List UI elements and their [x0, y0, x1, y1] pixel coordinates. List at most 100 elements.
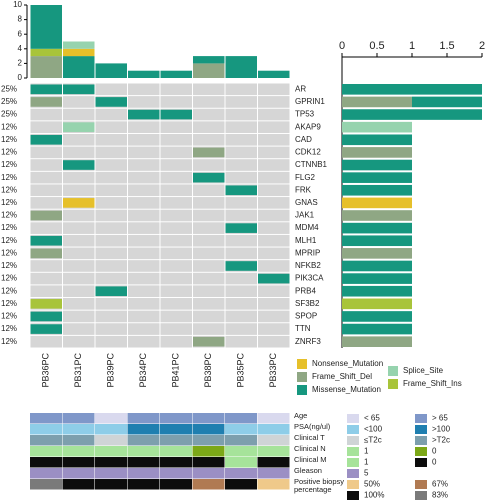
sample-bar-segment — [225, 56, 257, 78]
cell-background — [30, 272, 62, 285]
cell-background — [63, 335, 95, 348]
cell-background — [258, 146, 290, 159]
cell-background — [225, 298, 257, 310]
cell-background — [30, 121, 62, 133]
cell-background — [95, 234, 127, 247]
cell-background — [258, 260, 290, 272]
cell-background — [258, 285, 290, 298]
cell-background — [193, 260, 225, 272]
clinical-legend-label: > 65 — [432, 414, 448, 423]
gene-label: MPRIP — [295, 248, 320, 257]
frequency-label: 12% — [1, 312, 17, 321]
clinical-cell — [62, 435, 95, 446]
clinical-legend-swatch — [415, 436, 427, 445]
clinical-cell — [62, 479, 95, 490]
cell-background — [160, 298, 192, 310]
cell-background — [128, 260, 160, 272]
clinical-cell — [257, 468, 290, 479]
gene-bar-segment — [342, 109, 482, 120]
cell-background — [63, 285, 95, 298]
cell-background — [193, 272, 225, 285]
gene-label: GNAS — [295, 198, 318, 207]
cell-background — [128, 121, 160, 133]
cell-background — [95, 298, 127, 310]
cell-background — [95, 260, 127, 272]
frequency-label: 25% — [1, 84, 17, 93]
gene-label: MDM4 — [295, 223, 319, 232]
cell-background — [160, 197, 192, 209]
legend-label: Nonsense_Mutation — [312, 359, 383, 368]
clinical-cell — [30, 435, 62, 446]
mutation-cell — [193, 147, 225, 158]
cell-background — [30, 222, 62, 234]
cell-background — [258, 247, 290, 260]
y-tick-label: 6 — [18, 29, 23, 38]
cell-background — [160, 323, 192, 335]
sample-label: PB41PC — [171, 353, 181, 388]
clinical-cell — [62, 413, 95, 424]
cell-background — [95, 83, 127, 96]
clinical-cell — [160, 424, 192, 435]
mutation-cell — [95, 286, 127, 297]
cell-background — [193, 184, 225, 197]
clinical-cell — [62, 468, 95, 479]
cell-background — [225, 121, 257, 133]
clinical-legend-swatch — [347, 425, 359, 434]
clinical-legend-label: 67% — [432, 480, 448, 489]
x-tick-label: 0.5 — [369, 40, 384, 52]
gene-label: AR — [295, 84, 306, 93]
cell-background — [160, 184, 192, 197]
cell-background — [30, 108, 62, 121]
cell-background — [160, 234, 192, 247]
clinical-legend-label: ≤T2c — [364, 436, 382, 445]
track-label: Clinical T — [294, 434, 325, 442]
sample-bar-segment — [193, 63, 225, 78]
y-tick-label: 10 — [13, 0, 22, 9]
clinical-cell — [225, 424, 257, 435]
cell-background — [63, 133, 95, 146]
cell-background — [193, 298, 225, 310]
clinical-cell — [95, 479, 127, 490]
clinical-cell — [127, 446, 160, 457]
clinical-legend-swatch — [347, 458, 359, 467]
cell-background — [63, 234, 95, 247]
clinical-cell — [127, 457, 160, 468]
clinical-cell — [30, 457, 62, 468]
clinical-cell — [95, 446, 127, 457]
legend-swatch — [297, 372, 307, 382]
cell-background — [128, 209, 160, 222]
gene-label: ZNRF3 — [295, 337, 321, 346]
sample-bar-segment — [258, 70, 290, 78]
x-tick-label: 1.5 — [439, 40, 454, 52]
clinical-legend-label: >T2c — [432, 436, 450, 445]
cell-background — [258, 310, 290, 323]
cell-background — [128, 133, 160, 146]
clinical-cell — [192, 424, 225, 435]
cell-background — [128, 83, 160, 96]
clinical-legend-swatch — [347, 480, 359, 489]
cell-background — [225, 197, 257, 209]
cell-background — [225, 247, 257, 260]
cell-background — [63, 222, 95, 234]
gene-bar-segment — [342, 260, 412, 272]
cell-background — [160, 159, 192, 171]
clinical-cell — [127, 479, 160, 490]
mutation-cell — [128, 109, 160, 120]
gene-bar-segment — [342, 323, 412, 335]
gene-bar-segment — [342, 134, 412, 146]
cell-background — [128, 298, 160, 310]
gene-label: CTNNB1 — [295, 160, 328, 169]
mutation-cell — [63, 198, 95, 208]
sample-label: PB35PC — [236, 353, 246, 388]
clinical-cell — [160, 446, 192, 457]
frequency-label: 12% — [1, 286, 17, 295]
gene-label: FRK — [295, 185, 312, 194]
mutation-cell — [63, 160, 95, 170]
cell-background — [258, 209, 290, 222]
cell-background — [193, 222, 225, 234]
clinical-cell — [127, 424, 160, 435]
clinical-cell — [160, 479, 192, 490]
gene-label: NFKB2 — [295, 261, 321, 270]
x-tick-label: 2 — [479, 40, 485, 52]
track-label: Gleason — [294, 467, 322, 475]
